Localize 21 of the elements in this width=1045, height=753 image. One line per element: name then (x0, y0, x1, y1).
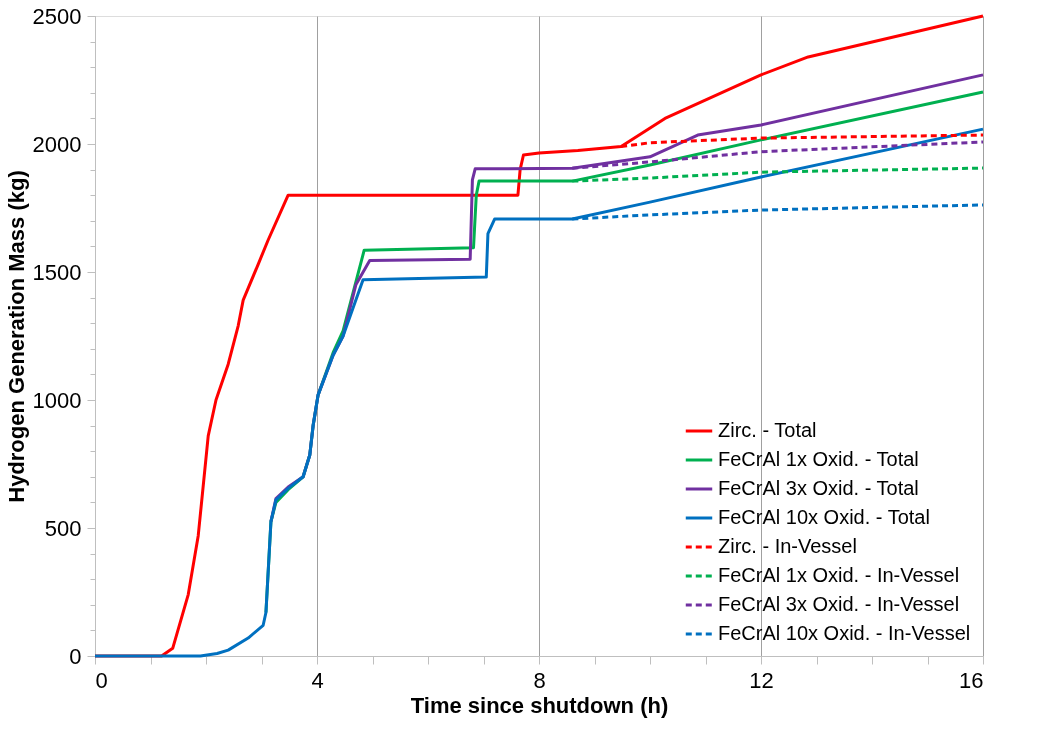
legend-label: FeCrAl 3x Oxid. - In-Vessel (718, 593, 960, 615)
legend-label: FeCrAl 1x Oxid. - In-Vessel (718, 564, 960, 586)
x-tick-label: 16 (959, 667, 984, 693)
legend-label: Zirc. - In-Vessel (718, 535, 857, 557)
x-tick-label: 8 (533, 667, 546, 693)
legend-label: FeCrAl 10x Oxid. - In-Vessel (718, 622, 971, 644)
legend-label: FeCrAl 1x Oxid. - Total (718, 448, 919, 470)
y-tick-label: 500 (44, 515, 82, 541)
legend-label: FeCrAl 10x Oxid. - Total (718, 506, 930, 528)
legend-label: FeCrAl 3x Oxid. - Total (718, 477, 919, 499)
y-tick-label: 1500 (32, 259, 82, 285)
x-tick-label: 12 (749, 667, 774, 693)
y-tick-label: 2500 (32, 3, 82, 29)
x-tick-label: 0 (95, 667, 108, 693)
y-tick-label: 0 (69, 643, 82, 669)
x-axis-title: Time since shutdown (h) (410, 692, 669, 718)
x-tick-label: 4 (311, 667, 324, 693)
legend-label: Zirc. - Total (718, 419, 817, 441)
y-tick-label: 1000 (32, 387, 82, 413)
y-axis-title: Hydrogen Generation Mass (kg) (3, 170, 29, 503)
y-tick-label: 2000 (32, 131, 82, 157)
